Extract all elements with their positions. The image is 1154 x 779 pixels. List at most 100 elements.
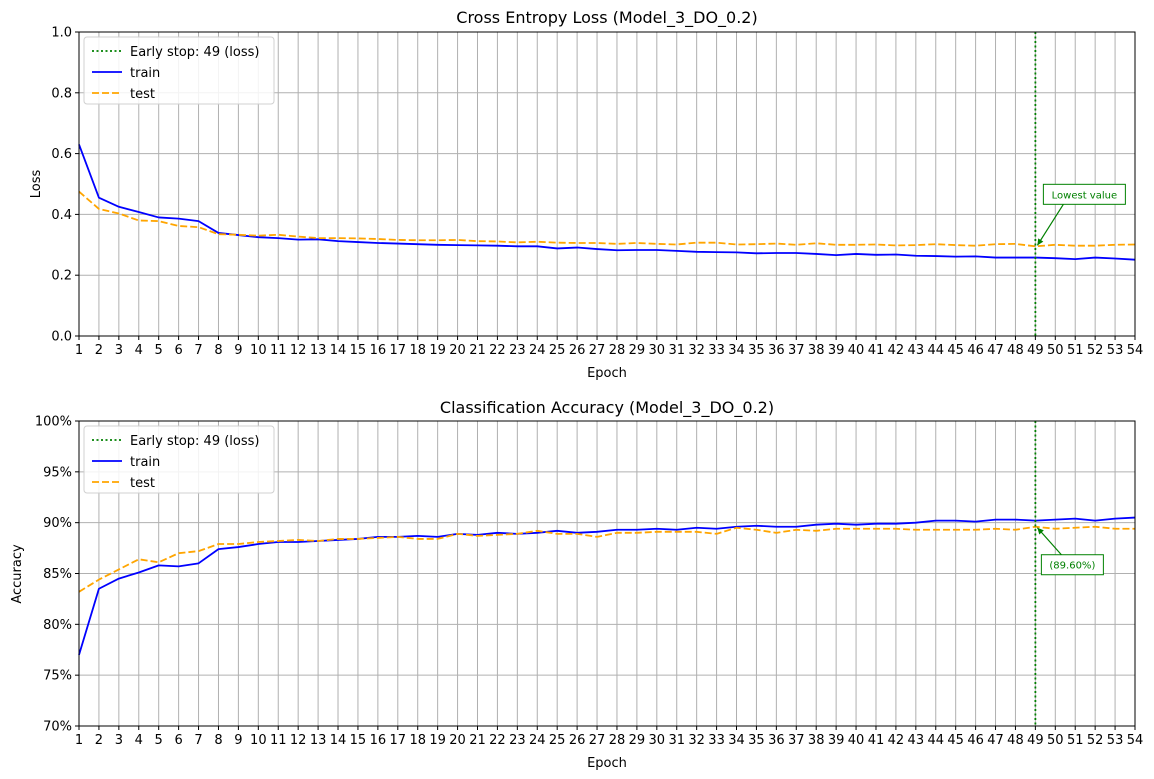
x-tick-label: 45 bbox=[947, 343, 964, 358]
loss-train-line bbox=[78, 144, 1136, 261]
x-tick-label: 26 bbox=[569, 343, 586, 358]
annotation-box bbox=[1040, 554, 1104, 576]
legend-label: Early stop: 49 (loss) bbox=[130, 434, 259, 449]
legend-label: train bbox=[130, 455, 160, 470]
x-tick-label: 22 bbox=[489, 733, 506, 748]
x-tick-label: 51 bbox=[1067, 343, 1084, 358]
accuracy-x-axis-label: Epoch bbox=[587, 756, 627, 771]
loss-x-axis-label: Epoch bbox=[587, 366, 627, 381]
y-tick-label: 0.4 bbox=[51, 208, 72, 223]
loss-legend: Early stop: 49 (loss) train test bbox=[83, 36, 275, 105]
x-tick-label: 14 bbox=[330, 733, 347, 748]
x-tick-label: 31 bbox=[668, 343, 685, 358]
x-tick-label: 4 bbox=[135, 343, 143, 358]
x-tick-label: 32 bbox=[688, 343, 705, 358]
x-tick-label: 35 bbox=[748, 343, 765, 358]
x-tick-label: 10 bbox=[250, 733, 267, 748]
accuracy-y-axis-label: Accuracy bbox=[10, 544, 25, 604]
x-tick-label: 54 bbox=[1127, 343, 1144, 358]
accuracy-test-line bbox=[78, 525, 1135, 593]
annotation-text: Lowest value bbox=[1052, 190, 1117, 201]
x-tick-label: 20 bbox=[449, 343, 466, 358]
annotation-text: (89.60%) bbox=[1049, 561, 1095, 572]
x-tick-label: 39 bbox=[828, 343, 845, 358]
x-tick-label: 32 bbox=[688, 733, 705, 748]
y-tick-label: 95% bbox=[43, 465, 72, 480]
y-tick-label: 90% bbox=[43, 516, 72, 531]
x-tick-label: 20 bbox=[449, 733, 466, 748]
x-tick-label: 19 bbox=[429, 343, 446, 358]
x-tick-label: 27 bbox=[589, 343, 606, 358]
x-tick-label: 33 bbox=[708, 733, 725, 748]
x-tick-label: 25 bbox=[549, 733, 566, 748]
x-tick-label: 27 bbox=[589, 733, 606, 748]
x-tick-label: 45 bbox=[947, 733, 964, 748]
loss-chart: Cross Entropy Loss (Model_3_DO_0.2) Epoc… bbox=[29, 8, 1143, 381]
x-tick-label: 51 bbox=[1067, 733, 1084, 748]
x-tick-label: 35 bbox=[748, 733, 765, 748]
x-tick-label: 47 bbox=[987, 343, 1004, 358]
x-tick-label: 46 bbox=[967, 733, 984, 748]
y-tick-label: 100% bbox=[35, 415, 72, 430]
x-tick-label: 42 bbox=[888, 343, 905, 358]
x-tick-label: 13 bbox=[310, 343, 327, 358]
x-tick-label: 46 bbox=[967, 343, 984, 358]
x-tick-label: 39 bbox=[828, 733, 845, 748]
legend-label: test bbox=[130, 476, 155, 491]
x-tick-label: 21 bbox=[469, 733, 486, 748]
x-tick-label: 54 bbox=[1127, 733, 1144, 748]
annotation-arrowhead bbox=[1037, 238, 1044, 246]
x-tick-label: 29 bbox=[629, 733, 646, 748]
x-tick-label: 16 bbox=[370, 733, 387, 748]
x-tick-label: 9 bbox=[234, 343, 242, 358]
legend-box bbox=[83, 425, 275, 494]
x-tick-label: 52 bbox=[1087, 733, 1104, 748]
x-tick-label: 34 bbox=[728, 343, 745, 358]
x-tick-label: 24 bbox=[529, 343, 546, 358]
x-tick-label: 4 bbox=[135, 733, 143, 748]
x-tick-label: 17 bbox=[390, 733, 407, 748]
y-tick-label: 85% bbox=[43, 567, 72, 582]
x-tick-label: 10 bbox=[250, 343, 267, 358]
x-tick-label: 36 bbox=[768, 343, 785, 358]
annotation-box bbox=[1042, 183, 1126, 205]
y-tick-label: 1.0 bbox=[51, 26, 72, 41]
x-tick-label: 9 bbox=[234, 733, 242, 748]
accuracy-chart: Classification Accuracy (Model_3_DO_0.2)… bbox=[10, 398, 1143, 771]
annotation-arrowhead bbox=[1037, 527, 1044, 535]
accuracy-chart-title: Classification Accuracy (Model_3_DO_0.2) bbox=[440, 398, 774, 418]
y-tick-label: 70% bbox=[43, 720, 72, 735]
x-tick-label: 5 bbox=[155, 343, 163, 358]
loss-test-line bbox=[78, 190, 1136, 248]
x-tick-label: 38 bbox=[808, 733, 825, 748]
legend-label: train bbox=[130, 66, 160, 81]
x-tick-label: 11 bbox=[270, 733, 287, 748]
accuracy-axes-frame bbox=[78, 420, 1136, 727]
x-tick-label: 15 bbox=[350, 733, 367, 748]
x-tick-label: 7 bbox=[194, 733, 202, 748]
annotation-arrow bbox=[1036, 203, 1064, 246]
x-tick-label: 11 bbox=[270, 343, 287, 358]
x-tick-label: 14 bbox=[330, 343, 347, 358]
x-tick-label: 1 bbox=[75, 733, 83, 748]
loss-y-axis-label: Loss bbox=[29, 170, 44, 199]
x-tick-label: 40 bbox=[848, 733, 865, 748]
y-tick-label: 75% bbox=[43, 669, 72, 684]
x-tick-label: 5 bbox=[155, 733, 163, 748]
x-tick-label: 2 bbox=[95, 733, 103, 748]
x-tick-label: 50 bbox=[1047, 733, 1064, 748]
x-tick-label: 17 bbox=[390, 343, 407, 358]
x-tick-label: 6 bbox=[174, 733, 182, 748]
x-tick-label: 30 bbox=[649, 343, 666, 358]
x-tick-label: 47 bbox=[987, 733, 1004, 748]
x-tick-label: 3 bbox=[115, 733, 123, 748]
x-tick-label: 15 bbox=[350, 343, 367, 358]
x-tick-label: 25 bbox=[549, 343, 566, 358]
x-tick-label: 40 bbox=[848, 343, 865, 358]
x-tick-label: 41 bbox=[868, 343, 885, 358]
accuracy-legend: Early stop: 49 (loss) train test bbox=[83, 425, 275, 494]
x-tick-label: 21 bbox=[469, 343, 486, 358]
x-tick-label: 1 bbox=[75, 343, 83, 358]
x-tick-label: 6 bbox=[174, 343, 182, 358]
